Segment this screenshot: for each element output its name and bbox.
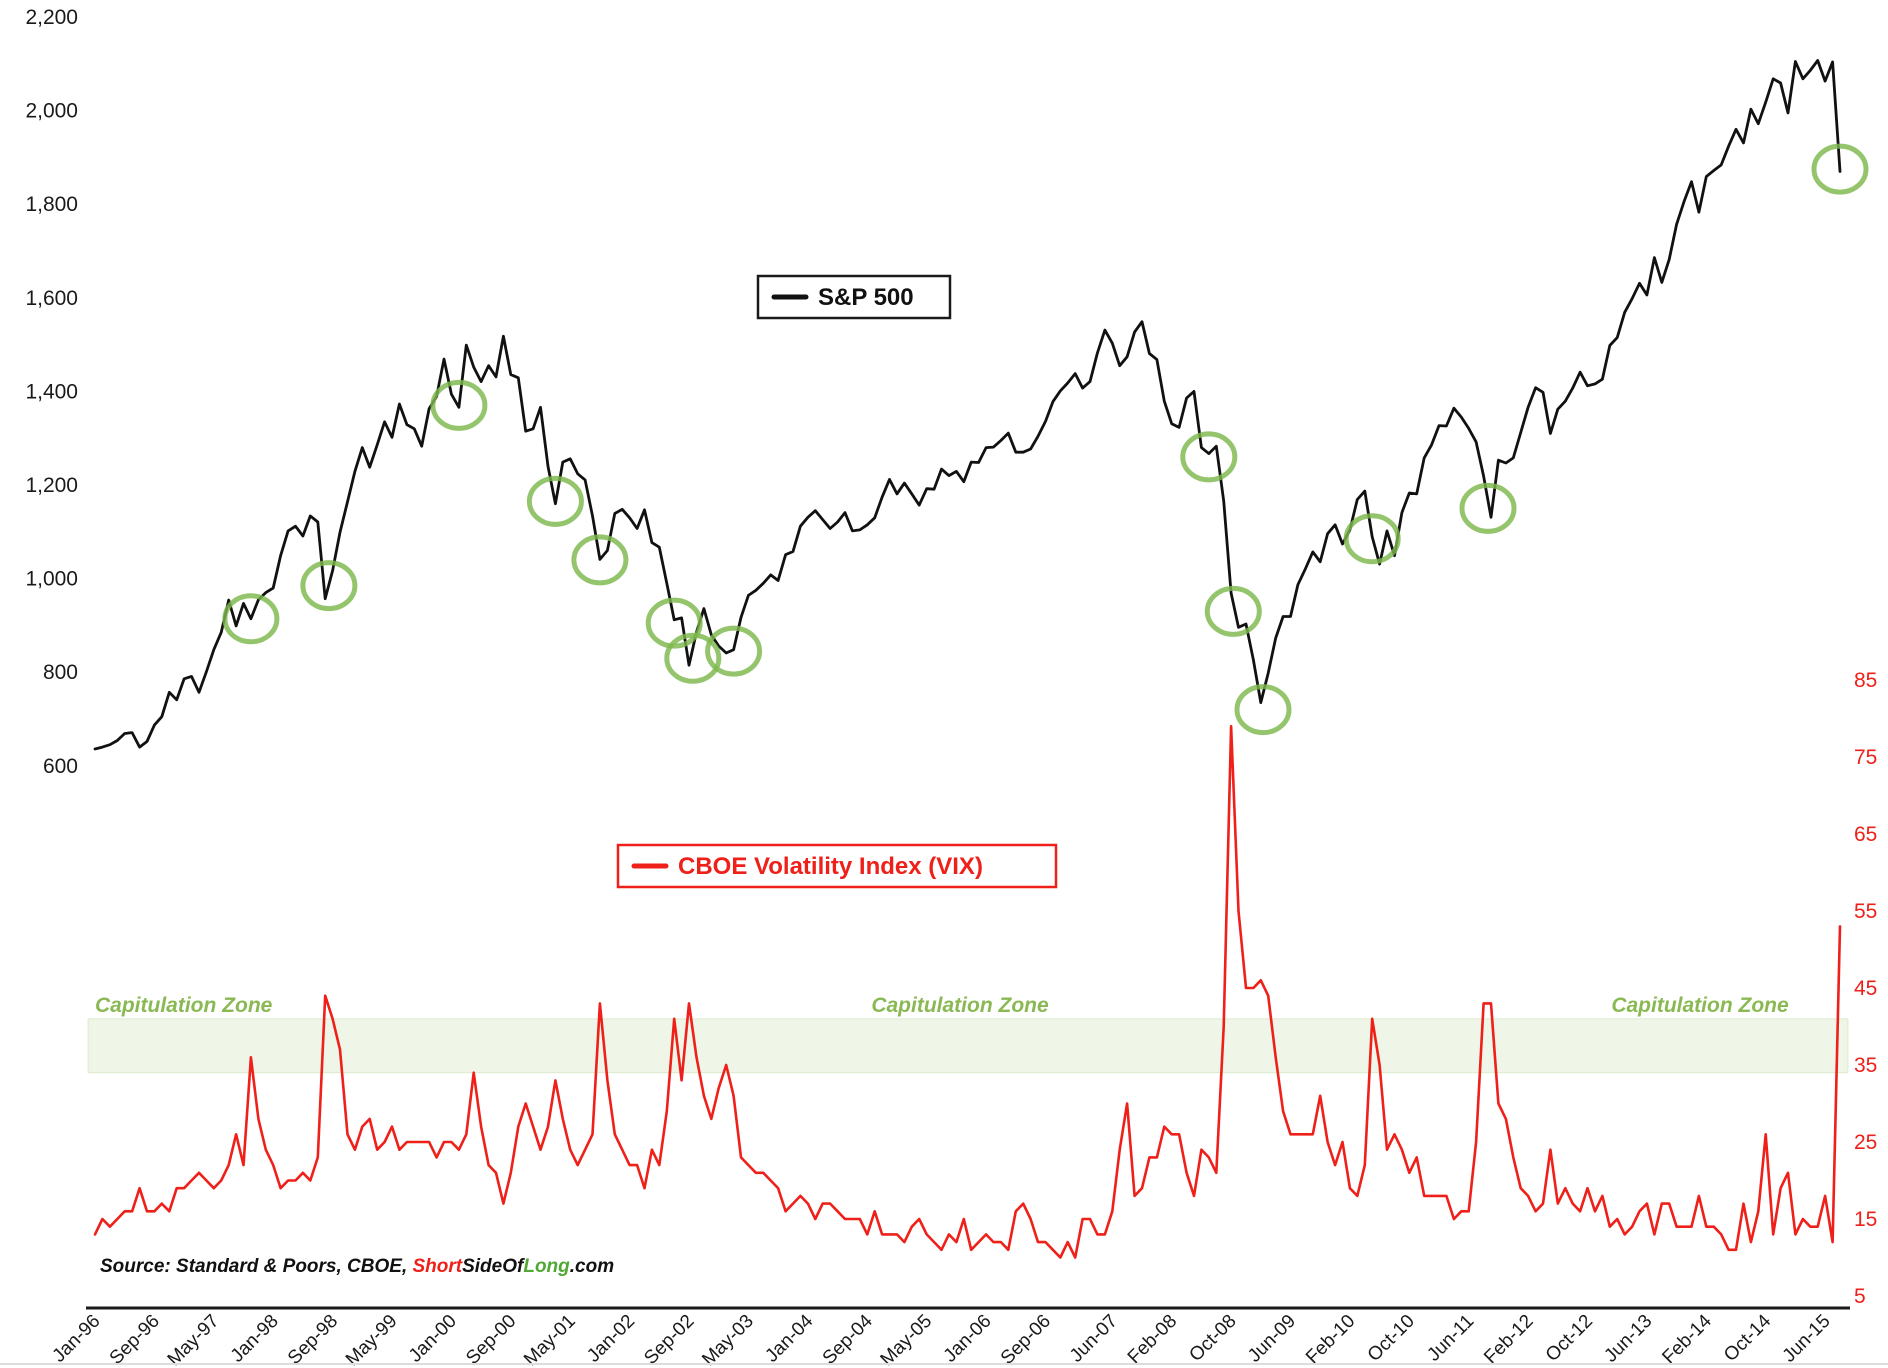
right-axis-tick: 85: [1854, 669, 1877, 692]
x-axis-tick: Jun-15: [1779, 1311, 1835, 1367]
right-axis-ticks: 85 75 65 55 45 35 25 15 5: [1854, 669, 1877, 1308]
right-axis-tick: 15: [1854, 1208, 1877, 1231]
left-axis-tick: 800: [43, 661, 78, 684]
vix-legend-label: CBOE Volatility Index (VIX): [678, 853, 983, 880]
capitulation-circle: [1811, 143, 1869, 195]
capitulation-circle: [1180, 431, 1238, 483]
capitulation-circle: [1234, 684, 1292, 736]
sp500-line: [93, 59, 1842, 751]
capitulation-circle: [430, 379, 488, 431]
capitulation-circle: [300, 560, 358, 612]
x-axis-tick: May-97: [164, 1311, 224, 1368]
capitulation-zone-label-left: Capitulation Zone: [95, 994, 273, 1017]
capitulation-circle: [1459, 482, 1517, 534]
left-axis-tick: 2,200: [25, 6, 78, 29]
capitulation-circle: [571, 534, 629, 586]
vix-line: [93, 724, 1842, 1259]
source-brand-short: Short: [413, 1256, 463, 1277]
x-axis-tick: May-99: [342, 1311, 402, 1368]
x-axis-tick: Sep-00: [462, 1311, 520, 1368]
x-axis-tick: Oct-12: [1542, 1311, 1597, 1366]
right-axis-tick: 5: [1854, 1285, 1866, 1308]
x-axis-tick: Sep-98: [284, 1311, 342, 1368]
right-axis-tick: 35: [1854, 1054, 1877, 1077]
right-axis-tick: 45: [1854, 977, 1877, 1000]
capitulation-circle: [1343, 513, 1401, 565]
left-axis-tick: 1,200: [25, 474, 78, 497]
x-axis-tick: Jan-98: [227, 1311, 283, 1367]
left-axis-tick: 1,400: [25, 380, 78, 403]
right-axis-tick: 65: [1854, 823, 1877, 846]
x-axis-tick: Jan-96: [49, 1311, 105, 1367]
capitulation-circle: [664, 632, 722, 684]
x-axis-tick: Jan-02: [583, 1311, 639, 1367]
capitulation-circle: [705, 625, 763, 677]
x-axis-tick: May-03: [698, 1311, 758, 1368]
x-axis-tick: Sep-06: [997, 1311, 1055, 1368]
x-axis-tick: Jan-00: [405, 1311, 461, 1367]
x-axis-tick: Oct-14: [1720, 1310, 1775, 1365]
x-axis-tick: Oct-10: [1364, 1311, 1419, 1366]
x-axis-tick: Jun-13: [1600, 1311, 1656, 1367]
capitulation-zone-label-right: Capitulation Zone: [1611, 994, 1789, 1017]
source-note: Source: Standard & Poors, CBOE, ShortSid…: [100, 1256, 614, 1277]
right-axis-tick: 25: [1854, 1131, 1877, 1154]
capitulation-circle: [222, 593, 280, 645]
capitulation-circle: [645, 597, 703, 649]
right-axis-tick: 75: [1854, 746, 1877, 769]
vix-legend-box: [616, 843, 1058, 889]
x-axis-tick: Sep-04: [819, 1310, 877, 1368]
capitulation-circle: [526, 475, 584, 527]
x-axis-tick: Feb-12: [1480, 1311, 1537, 1368]
x-axis-tick: Jun-09: [1244, 1311, 1300, 1367]
capitulation-zone-label-center: Capitulation Zone: [871, 994, 1049, 1017]
x-axis-tick: Jan-04: [761, 1310, 817, 1366]
x-axis-tick: Feb-14: [1658, 1310, 1716, 1368]
sp500-legend-label: S&P 500: [818, 284, 914, 311]
capitulation-circles: [222, 143, 1869, 736]
x-axis-ticks: Jan-96 Sep-96 May-97 Jan-98 Sep-98 May-99 Jan-…: [49, 1310, 1835, 1368]
left-axis-tick: 1,800: [25, 193, 78, 216]
source-brand-suffix: .com: [570, 1256, 614, 1277]
sp500-legend: S&P 500: [756, 274, 952, 320]
x-axis-tick: Feb-08: [1124, 1311, 1181, 1368]
capitulation-circle: [1204, 585, 1262, 637]
x-axis-tick: Oct-08: [1185, 1311, 1240, 1366]
x-axis-tick: May-01: [520, 1311, 580, 1368]
x-axis-tick: Jan-06: [940, 1311, 996, 1367]
x-axis-tick: Sep-96: [106, 1311, 164, 1368]
x-axis-tick: Feb-10: [1302, 1311, 1359, 1368]
left-axis-ticks: 2,200 2,000 1,800 1,600 1,400 1,200 1,000 800 60…: [25, 6, 78, 778]
source-brand-mid: SideOf: [462, 1256, 525, 1277]
left-axis-tick: 1,600: [25, 287, 78, 310]
left-axis-tick: 2,000: [25, 100, 78, 123]
left-axis-tick: 600: [43, 755, 78, 778]
source-brand-long: Long: [523, 1256, 570, 1277]
capitulation-zone-band: [87, 1018, 1849, 1074]
vix-legend: CBOE Volatility Index (VIX): [616, 843, 1058, 889]
x-axis-tick: May-05: [877, 1311, 937, 1368]
x-axis-tick: Jun-11: [1423, 1311, 1478, 1366]
right-axis-tick: 55: [1854, 900, 1877, 923]
source-prefix: Source: Standard & Poors, CBOE,: [100, 1256, 413, 1277]
x-axis-tick: Jun-07: [1066, 1311, 1122, 1367]
x-axis-tick: Sep-02: [640, 1311, 698, 1368]
left-axis-tick: 1,000: [25, 568, 78, 591]
